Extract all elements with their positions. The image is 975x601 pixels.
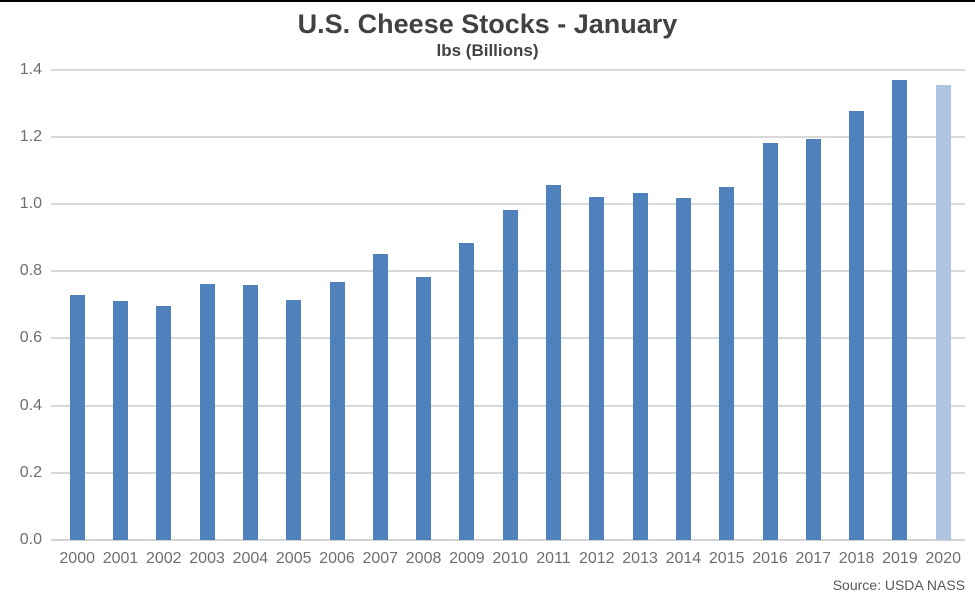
x-tick-label-2015: 2015 [708,550,745,567]
x-tick-label-2008: 2008 [405,550,442,567]
bar-2013 [632,193,648,540]
bar-2017 [805,138,821,540]
y-tick-label-0.6: 0.6 [19,329,42,347]
y-tick-label-0.2: 0.2 [19,463,42,481]
x-tick-label-2011: 2011 [536,550,571,567]
gridline-1.4 [51,68,965,71]
x-tick-label-2012: 2012 [578,550,615,567]
x-tick-label-2007: 2007 [362,550,399,567]
bar-2015 [719,187,735,540]
source-note: Source: USDA NASS [832,577,965,593]
bar-2005 [286,299,302,540]
bar-2002 [156,306,172,540]
bar-2001 [113,300,128,540]
gridline-1.2 [51,135,965,138]
bar-2018 [849,110,865,540]
bar-2010 [502,210,518,540]
y-tick-label-1.0: 1.0 [19,194,42,212]
chart-subtitle: lbs (Billions) [436,41,539,60]
x-tick-label-2014: 2014 [665,550,702,567]
x-tick-label-2006: 2006 [319,550,355,567]
x-tick-label-2002: 2002 [145,550,182,567]
x-tick-label-2004: 2004 [232,550,269,567]
x-tick-label-2001: 2001 [102,550,139,567]
top-border-line [0,0,975,2]
bar-2007 [372,254,388,540]
bar-2004 [242,285,258,540]
chart-title: U.S. Cheese Stocks - January [297,9,678,39]
x-tick-label-2010: 2010 [492,550,528,567]
x-tick-label-2000: 2000 [59,550,95,567]
x-tick-label-2018: 2018 [838,550,875,567]
bar-2016 [762,143,778,540]
x-tick-label-2003: 2003 [189,550,225,567]
bar-2003 [199,283,215,540]
x-tick-label-2019: 2019 [882,550,918,567]
bar-2006 [329,282,345,540]
y-tick-label-0.4: 0.4 [19,396,42,414]
bar-2012 [589,196,605,540]
y-tick-label-0.8: 0.8 [19,262,42,280]
x-tick-label-2009: 2009 [449,550,485,567]
y-tick-label-0.0: 0.0 [19,531,42,548]
bar-2014 [675,197,691,540]
x-tick-label-2013: 2013 [622,550,658,567]
y-tick-label-1.4: 1.4 [19,60,42,78]
gridline-1.0 [51,202,965,205]
bar-2020 [935,84,951,540]
bar-2011 [546,185,561,540]
bar-2000 [69,294,85,540]
bar-2008 [416,276,432,540]
x-tick-label-2005: 2005 [275,550,312,567]
x-tick-label-2020: 2020 [925,550,961,567]
bar-2019 [892,79,908,540]
x-tick-label-2017: 2017 [795,550,832,567]
x-tick-label-2016: 2016 [752,550,788,567]
y-tick-label-1.2: 1.2 [19,127,42,145]
bar-2009 [459,242,475,540]
x-axis-line [51,539,965,541]
